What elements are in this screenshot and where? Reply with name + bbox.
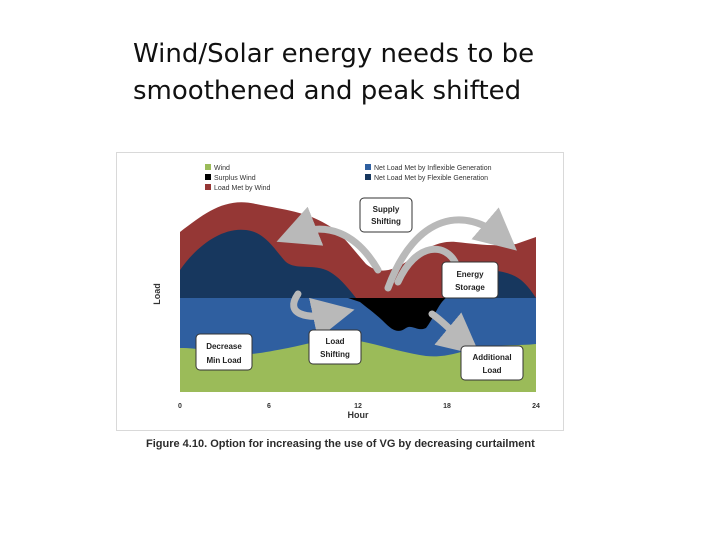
legend-swatch-surplus-wind <box>205 174 211 180</box>
slide-title-line-2: smoothened and peak shifted <box>133 76 522 106</box>
legend-swatch-load-met-by-wind <box>205 184 211 190</box>
x-tick-label-18: 18 <box>443 403 451 410</box>
callout-energy-storage: Energy Storage <box>441 261 499 299</box>
slide-title: Wind/Solar energy needs to be smoothened… <box>133 36 653 110</box>
legend-swatch-wind <box>205 164 211 170</box>
callout-supply-shifting: Supply Shifting <box>359 197 413 233</box>
arrow-supply-shift-inner <box>394 245 460 286</box>
callout-load-shifting-line-2: Shifting <box>320 350 350 359</box>
callout-decrease-min-load: Decrease Min Load <box>195 333 253 371</box>
legend-label-load-met-by-wind: Load Met by Wind <box>214 185 271 192</box>
callout-energy-storage-line-2: Storage <box>455 283 485 292</box>
curtailment-figure: Wind Surplus Wind Load Met by Wind Net L… <box>116 152 564 432</box>
x-axis-title: Hour <box>348 410 369 420</box>
callout-additional-load-line-2: Load <box>482 366 501 375</box>
area-surplus-wind <box>348 298 446 331</box>
legend-entry-wind: Wind <box>205 164 230 172</box>
area-wind <box>180 338 536 392</box>
callout-decrease-min-load-line-2: Min Load <box>206 356 241 365</box>
callout-decrease-min-load-line-1: Decrease <box>206 342 242 351</box>
callout-box-supply-shifting <box>359 197 413 233</box>
callout-box-energy-storage <box>441 261 499 299</box>
legend-swatch-net-load-inflexible <box>365 164 371 170</box>
legend-entry-net-load-flexible: Net Load Met by Flexible Generation <box>365 174 488 182</box>
legend-label-surplus-wind: Surplus Wind <box>214 175 256 182</box>
arrow-load-shift-right <box>428 310 481 356</box>
area-net-load-flexible <box>180 229 536 298</box>
x-tick-label-12: 12 <box>354 403 362 410</box>
callout-additional-load-line-1: Additional <box>472 353 511 362</box>
legend-swatch-net-load-flexible <box>365 174 371 180</box>
shift-arrows <box>276 206 517 356</box>
arrow-supply-shift-right <box>384 207 517 292</box>
legend-label-net-load-inflexible: Net Load Met by Inflexible Generation <box>374 165 492 172</box>
curtailment-chart: Wind Surplus Wind Load Met by Wind Net L… <box>116 152 564 431</box>
arrow-load-shift-left <box>290 290 355 339</box>
legend-label-wind: Wind <box>214 165 230 172</box>
legend-entry-net-load-inflexible: Net Load Met by Inflexible Generation <box>365 164 492 172</box>
callout-box-additional-load <box>460 345 524 381</box>
callout-supply-shifting-line-2: Shifting <box>371 217 401 226</box>
x-tick-label-6: 6 <box>267 403 271 410</box>
callout-energy-storage-line-1: Energy <box>456 270 484 279</box>
arrow-supply-shift-left <box>276 206 382 274</box>
callout-box-load-shifting <box>308 329 362 365</box>
callout-box-decrease-min-load <box>195 333 253 371</box>
slide-title-line-1: Wind/Solar energy needs to be <box>133 39 535 69</box>
x-tick-label-0: 0 <box>178 403 182 410</box>
figure-caption: Figure 4.10. Option for increasing the u… <box>146 438 535 450</box>
x-axis-ticks: 0 6 12 18 24 <box>178 403 540 410</box>
chart-legend: Wind Surplus Wind Load Met by Wind Net L… <box>205 164 492 192</box>
callout-additional-load: Additional Load <box>460 345 524 381</box>
legend-entry-surplus-wind: Surplus Wind <box>205 174 256 182</box>
legend-entry-load-met-by-wind: Load Met by Wind <box>205 184 271 192</box>
x-tick-label-24: 24 <box>532 403 540 410</box>
callout-load-shifting: Load Shifting <box>308 329 362 365</box>
callout-load-shifting-line-1: Load <box>325 337 344 346</box>
legend-label-net-load-flexible: Net Load Met by Flexible Generation <box>374 175 488 182</box>
y-axis-title: Load <box>152 283 162 305</box>
callout-supply-shifting-line-1: Supply <box>373 205 400 214</box>
